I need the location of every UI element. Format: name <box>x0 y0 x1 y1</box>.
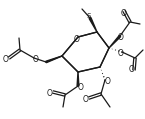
Polygon shape <box>109 35 121 48</box>
Text: O: O <box>78 84 84 92</box>
Polygon shape <box>46 56 62 63</box>
Text: O: O <box>121 8 127 17</box>
Text: S: S <box>87 13 91 19</box>
Text: O: O <box>129 65 135 74</box>
Text: O: O <box>118 32 124 42</box>
Text: O: O <box>105 77 111 85</box>
Polygon shape <box>77 72 79 86</box>
Text: O: O <box>74 35 80 44</box>
Text: O: O <box>83 94 89 104</box>
Text: O: O <box>118 49 124 57</box>
Text: O: O <box>47 89 53 97</box>
Polygon shape <box>89 18 97 32</box>
Text: O: O <box>33 55 39 64</box>
Text: O: O <box>3 55 9 64</box>
